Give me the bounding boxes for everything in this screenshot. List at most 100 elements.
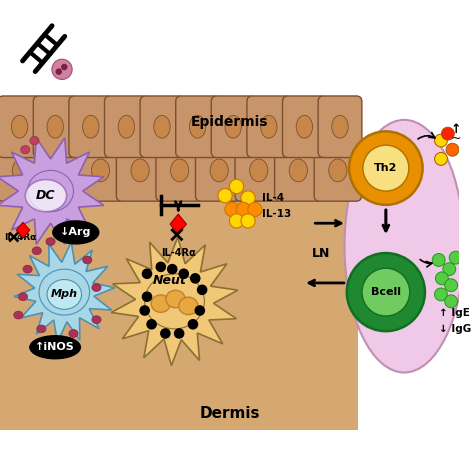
FancyBboxPatch shape	[0, 145, 358, 430]
Circle shape	[435, 134, 447, 147]
Text: ~: ~	[450, 132, 461, 145]
Ellipse shape	[261, 115, 277, 138]
Circle shape	[191, 274, 200, 283]
Ellipse shape	[32, 247, 41, 255]
Ellipse shape	[296, 115, 312, 138]
FancyBboxPatch shape	[37, 140, 85, 201]
Ellipse shape	[47, 115, 64, 138]
Text: ↓Arg: ↓Arg	[60, 228, 91, 237]
Circle shape	[248, 202, 262, 217]
Text: LN: LN	[312, 246, 331, 260]
FancyBboxPatch shape	[0, 96, 42, 157]
FancyBboxPatch shape	[274, 140, 322, 201]
Circle shape	[140, 306, 149, 315]
Polygon shape	[16, 222, 30, 238]
FancyBboxPatch shape	[117, 140, 164, 201]
Circle shape	[174, 329, 184, 338]
Circle shape	[142, 292, 152, 301]
Ellipse shape	[39, 269, 90, 315]
Circle shape	[435, 288, 447, 301]
Text: DC: DC	[36, 189, 55, 202]
Ellipse shape	[289, 159, 308, 182]
Ellipse shape	[30, 137, 39, 145]
FancyBboxPatch shape	[69, 96, 113, 157]
FancyBboxPatch shape	[77, 140, 124, 201]
Ellipse shape	[151, 295, 171, 312]
Text: IL-4Rα: IL-4Rα	[4, 233, 36, 241]
Circle shape	[237, 202, 251, 217]
Circle shape	[435, 153, 447, 165]
Ellipse shape	[250, 159, 268, 182]
Circle shape	[449, 251, 462, 264]
Circle shape	[363, 145, 409, 191]
Ellipse shape	[118, 115, 135, 138]
Circle shape	[445, 279, 457, 292]
Circle shape	[161, 329, 170, 338]
Circle shape	[188, 319, 198, 329]
Ellipse shape	[23, 265, 32, 273]
Ellipse shape	[92, 283, 101, 292]
Polygon shape	[111, 237, 238, 365]
Ellipse shape	[12, 159, 30, 182]
Text: Th2: Th2	[374, 163, 398, 173]
Circle shape	[229, 179, 244, 193]
Circle shape	[362, 268, 410, 316]
FancyBboxPatch shape	[283, 96, 326, 157]
Circle shape	[225, 202, 239, 217]
Ellipse shape	[345, 120, 464, 373]
Ellipse shape	[332, 115, 348, 138]
Text: IL-4: IL-4	[262, 193, 284, 203]
Ellipse shape	[190, 115, 206, 138]
Ellipse shape	[225, 115, 241, 138]
Circle shape	[347, 253, 425, 331]
Text: IL-13: IL-13	[262, 209, 291, 219]
FancyBboxPatch shape	[318, 96, 362, 157]
FancyBboxPatch shape	[211, 96, 255, 157]
FancyBboxPatch shape	[104, 96, 148, 157]
Circle shape	[241, 214, 255, 228]
Ellipse shape	[52, 159, 70, 182]
Text: IL-4Rα: IL-4Rα	[161, 248, 196, 258]
Ellipse shape	[82, 115, 99, 138]
Circle shape	[445, 295, 457, 308]
FancyBboxPatch shape	[247, 96, 291, 157]
Ellipse shape	[69, 329, 78, 337]
Ellipse shape	[82, 256, 92, 264]
Text: Dermis: Dermis	[200, 406, 260, 421]
Ellipse shape	[171, 159, 189, 182]
Circle shape	[441, 127, 454, 140]
Text: ↑: ↑	[450, 123, 461, 136]
Ellipse shape	[154, 115, 170, 138]
Circle shape	[218, 189, 232, 203]
Ellipse shape	[329, 159, 347, 182]
Circle shape	[142, 269, 152, 278]
Ellipse shape	[179, 297, 198, 315]
Ellipse shape	[30, 336, 81, 359]
Circle shape	[195, 306, 204, 315]
Polygon shape	[0, 138, 104, 244]
Circle shape	[147, 319, 156, 329]
Ellipse shape	[25, 180, 67, 212]
Text: ↑ IgE: ↑ IgE	[439, 308, 470, 318]
Ellipse shape	[166, 290, 185, 308]
Circle shape	[349, 131, 423, 205]
Circle shape	[241, 191, 255, 205]
Ellipse shape	[53, 221, 99, 244]
Ellipse shape	[145, 274, 204, 329]
FancyBboxPatch shape	[140, 96, 184, 157]
Ellipse shape	[27, 170, 73, 212]
Ellipse shape	[47, 280, 82, 310]
Circle shape	[168, 264, 177, 274]
Circle shape	[432, 254, 445, 266]
Ellipse shape	[210, 159, 228, 182]
FancyBboxPatch shape	[314, 140, 362, 201]
Circle shape	[62, 64, 67, 70]
Polygon shape	[14, 242, 115, 342]
Text: Neut: Neut	[153, 274, 187, 287]
Circle shape	[446, 143, 459, 156]
Circle shape	[156, 262, 165, 272]
Text: Bcell: Bcell	[371, 287, 401, 297]
Ellipse shape	[92, 316, 101, 324]
FancyBboxPatch shape	[176, 96, 219, 157]
Circle shape	[436, 272, 448, 285]
